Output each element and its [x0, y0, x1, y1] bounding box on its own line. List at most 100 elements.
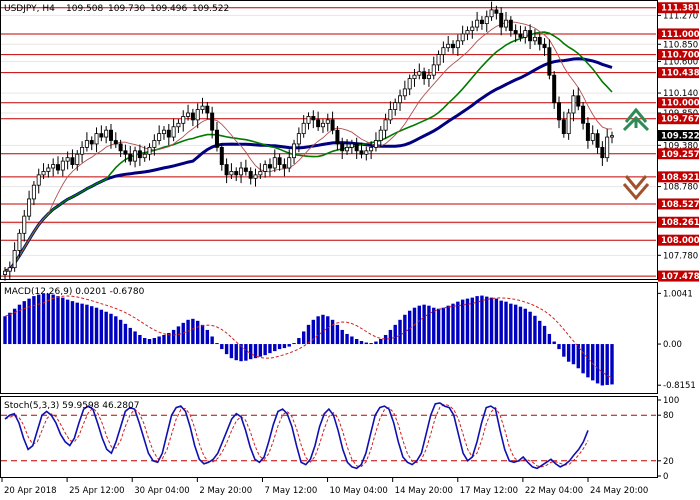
candle-body: [22, 215, 27, 234]
candle-body: [571, 95, 576, 114]
candle-body: [80, 146, 85, 155]
macd-bar: [46, 293, 51, 345]
candle-body: [369, 146, 374, 152]
macd-bar: [70, 301, 75, 345]
candle-body: [340, 143, 345, 152]
candle-body: [431, 64, 436, 76]
macd-bar: [17, 304, 22, 345]
macd-bar: [244, 344, 248, 361]
price-tick-label: 110.140: [663, 89, 698, 99]
macd-bar: [205, 329, 210, 345]
macd-bar: [369, 343, 373, 345]
macd-bar: [340, 329, 344, 345]
down-signal-arrow-icon: [622, 175, 650, 201]
candle-body: [576, 95, 581, 107]
macd-bar: [605, 344, 609, 385]
macd-bar: [374, 341, 378, 345]
x-tick-label: 7 May 12:00: [264, 486, 317, 496]
up-signal-arrow-icon: [622, 107, 650, 132]
macd-bar: [586, 344, 590, 378]
candle-body: [489, 9, 494, 18]
level-tag-label: 110.438: [661, 69, 700, 79]
macd-bar: [263, 344, 267, 356]
candle-body: [113, 140, 118, 145]
candle-body: [306, 116, 311, 124]
price-tick-label: 108.780: [663, 183, 698, 193]
macd-bar: [224, 344, 229, 355]
level-tag-label: 110.000: [661, 99, 700, 109]
macd-bar: [306, 324, 311, 345]
candle-body: [504, 19, 509, 28]
price-title: USDJPY, H4: [4, 4, 55, 14]
macd-bar: [345, 333, 349, 345]
candle-body: [258, 171, 263, 176]
level-tag-label: 108.000: [661, 236, 700, 246]
macd-bar: [326, 316, 330, 345]
candle-body: [123, 150, 128, 155]
candle-body: [422, 71, 427, 80]
macd-bar: [432, 307, 436, 345]
macd-bar: [157, 336, 161, 345]
candle-body: [590, 133, 595, 141]
macd-bar: [118, 319, 123, 345]
level-tag-label: 111.000: [661, 30, 700, 40]
candle-body: [195, 109, 200, 121]
macd-bar: [436, 308, 441, 345]
level-tag: [658, 148, 699, 160]
candle-body: [75, 153, 80, 165]
candle-body: [518, 33, 523, 38]
candle-body: [118, 143, 123, 152]
macd-bar: [191, 318, 195, 345]
candle-body: [441, 47, 446, 55]
candle-body: [263, 164, 268, 172]
candle-body: [161, 129, 166, 135]
candle-body: [585, 122, 590, 141]
macd-bar: [542, 325, 547, 345]
candle-body: [89, 140, 94, 145]
candle-body: [330, 119, 335, 131]
macd-bar: [350, 336, 354, 345]
candle-body: [171, 126, 176, 138]
macd-bar: [509, 303, 513, 345]
candle-body: [152, 140, 157, 148]
level-tag: [658, 28, 699, 40]
candle-body: [229, 171, 234, 176]
macd-bar: [552, 341, 556, 345]
candle-body: [542, 43, 547, 49]
candle-body: [147, 146, 152, 155]
macd-bar: [335, 324, 340, 345]
candle-body: [157, 133, 162, 141]
macd-bar: [417, 305, 422, 345]
candle-body: [7, 267, 12, 272]
macd-bar: [441, 307, 446, 345]
candle-body: [84, 140, 89, 148]
candle-body: [31, 184, 36, 200]
level-tag-label: 109.767: [661, 115, 700, 125]
macd-tick-label: 1.0041: [663, 289, 693, 299]
level-tag-label: 109.257: [661, 150, 700, 160]
macd-bar: [489, 297, 494, 345]
candle-body: [210, 112, 215, 131]
moving-average-line: [4, 31, 613, 272]
macd-bar: [321, 314, 325, 345]
ohlc-open: 109.508: [66, 4, 103, 14]
macd-bar: [287, 344, 291, 347]
macd-bar: [215, 343, 219, 345]
macd-bar: [248, 344, 253, 360]
candle-body: [41, 171, 46, 176]
candle-body: [460, 33, 465, 42]
macd-bar: [277, 344, 282, 350]
stoch-main-line: [4, 402, 589, 470]
candle-body: [417, 71, 422, 76]
macd-bar: [301, 331, 306, 345]
macd-bar: [253, 344, 258, 359]
macd-bar: [407, 310, 412, 345]
candle-body: [364, 150, 369, 155]
macd-bar: [176, 326, 181, 345]
stoch-tick-label: 0: [663, 472, 668, 482]
macd-bar: [499, 300, 503, 345]
candle-body: [388, 109, 393, 121]
macd-bar: [186, 319, 190, 345]
candle-body: [523, 30, 528, 38]
candle-body: [137, 150, 142, 159]
